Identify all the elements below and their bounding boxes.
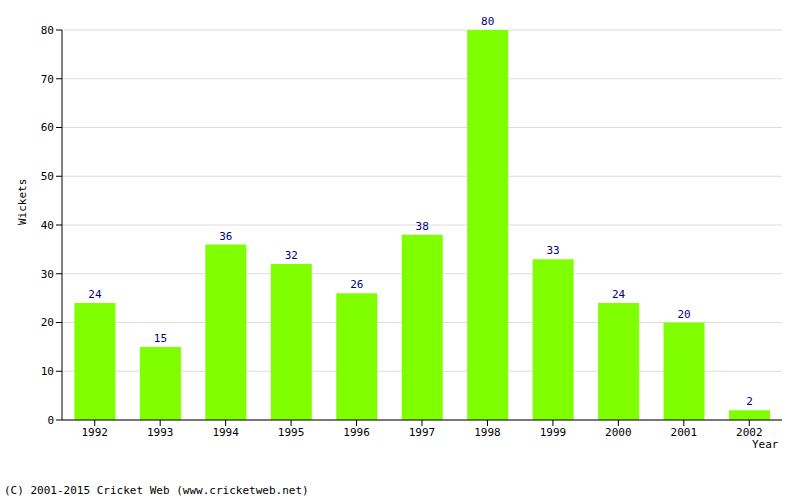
svg-text:1995: 1995 bbox=[278, 426, 305, 439]
svg-text:40: 40 bbox=[41, 219, 54, 232]
svg-text:2001: 2001 bbox=[671, 426, 698, 439]
svg-text:10: 10 bbox=[41, 365, 54, 378]
svg-text:26: 26 bbox=[350, 278, 363, 291]
svg-text:30: 30 bbox=[41, 268, 54, 281]
svg-text:0: 0 bbox=[47, 414, 54, 427]
svg-text:1999: 1999 bbox=[540, 426, 567, 439]
html-text:(C) 2001-2015 Cricket Web (www: (C) 2001-2015 Cricket Web (www.cricketwe… bbox=[4, 484, 309, 497]
svg-text:80: 80 bbox=[41, 24, 54, 37]
svg-text:2: 2 bbox=[746, 395, 753, 408]
svg-text:20: 20 bbox=[677, 308, 690, 321]
svg-text:1998: 1998 bbox=[474, 426, 501, 439]
svg-text:38: 38 bbox=[416, 220, 429, 233]
svg-text:60: 60 bbox=[41, 121, 54, 134]
svg-text:24: 24 bbox=[88, 288, 102, 301]
svg-text:50: 50 bbox=[41, 170, 54, 183]
svg-text:24: 24 bbox=[612, 288, 626, 301]
svg-text:1992: 1992 bbox=[81, 426, 108, 439]
svg-text:2002: 2002 bbox=[736, 426, 763, 439]
svg-text:80: 80 bbox=[481, 15, 494, 28]
html-text:Year: Year bbox=[752, 438, 779, 451]
svg-text:36: 36 bbox=[219, 230, 232, 243]
svg-text:1993: 1993 bbox=[147, 426, 174, 439]
svg-text:1994: 1994 bbox=[212, 426, 239, 439]
svg-text:2000: 2000 bbox=[605, 426, 632, 439]
svg-text:33: 33 bbox=[546, 244, 559, 257]
svg-text:70: 70 bbox=[41, 73, 54, 86]
svg-text:32: 32 bbox=[285, 249, 298, 262]
svg-text:20: 20 bbox=[41, 316, 54, 329]
svg-text:1996: 1996 bbox=[343, 426, 370, 439]
svg-text:15: 15 bbox=[154, 332, 167, 345]
svg-text:1997: 1997 bbox=[409, 426, 436, 439]
svg-text:Wickets: Wickets bbox=[16, 179, 29, 225]
